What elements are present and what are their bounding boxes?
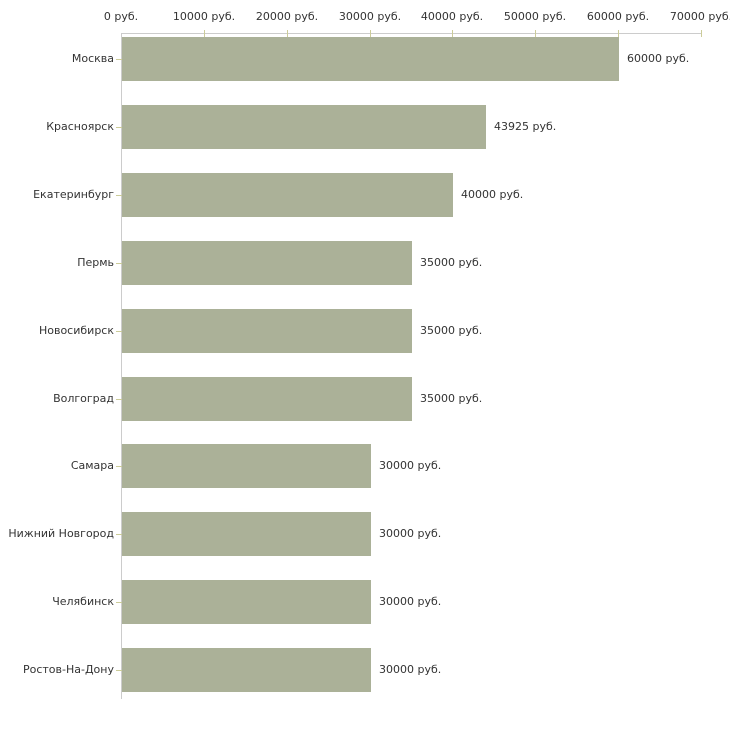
x-tick-label: 20000 руб.	[255, 10, 319, 23]
x-tick-mark	[204, 30, 205, 37]
y-tick-mark	[116, 602, 122, 603]
x-tick-mark	[535, 30, 536, 37]
x-tick-mark	[452, 30, 453, 37]
value-label: 30000 руб.	[379, 663, 442, 676]
x-axis-line	[121, 33, 701, 34]
x-tick-label: 0 руб.	[103, 10, 139, 23]
category-label: Новосибирск	[38, 324, 114, 337]
y-tick-mark	[116, 331, 122, 332]
bar	[122, 173, 453, 217]
bar	[122, 648, 371, 692]
bar	[122, 377, 412, 421]
category-label: Нижний Новгород	[8, 527, 114, 540]
bar	[122, 37, 619, 81]
value-label: 30000 руб.	[379, 527, 442, 540]
value-label: 30000 руб.	[379, 595, 442, 608]
value-label: 30000 руб.	[379, 459, 442, 472]
y-tick-mark	[116, 670, 122, 671]
x-tick-label: 40000 руб.	[420, 10, 484, 23]
y-tick-mark	[116, 195, 122, 196]
category-label: Красноярск	[46, 120, 114, 133]
category-label: Челябинск	[52, 595, 114, 608]
x-tick-label: 10000 руб.	[172, 10, 236, 23]
category-label: Ростов-На-Дону	[22, 663, 114, 676]
y-tick-mark	[116, 534, 122, 535]
y-tick-mark	[116, 399, 122, 400]
y-tick-mark	[116, 127, 122, 128]
category-label: Волгоград	[53, 392, 114, 405]
bar	[122, 105, 486, 149]
category-label: Самара	[70, 459, 114, 472]
x-tick-label: 70000 руб.	[669, 10, 730, 23]
value-label: 35000 руб.	[420, 256, 483, 269]
x-tick-mark	[701, 30, 702, 37]
bar	[122, 444, 371, 488]
y-axis-line	[121, 33, 122, 699]
x-tick-mark	[287, 30, 288, 37]
value-label: 60000 руб.	[627, 52, 690, 65]
y-tick-mark	[116, 59, 122, 60]
x-tick-mark	[618, 30, 619, 37]
bar	[122, 309, 412, 353]
bar	[122, 512, 371, 556]
category-label: Екатеринбург	[33, 188, 114, 201]
bar	[122, 580, 371, 624]
value-label: 35000 руб.	[420, 392, 483, 405]
x-tick-label: 50000 руб.	[503, 10, 567, 23]
value-label: 35000 руб.	[420, 324, 483, 337]
category-label: Москва	[71, 52, 114, 65]
value-label: 40000 руб.	[461, 188, 524, 201]
y-tick-mark	[116, 466, 122, 467]
category-label: Пермь	[77, 256, 114, 269]
x-tick-label: 30000 руб.	[338, 10, 402, 23]
value-label: 43925 руб.	[494, 120, 557, 133]
x-tick-mark	[370, 30, 371, 37]
y-tick-mark	[116, 263, 122, 264]
bar	[122, 241, 412, 285]
x-tick-label: 60000 руб.	[586, 10, 650, 23]
